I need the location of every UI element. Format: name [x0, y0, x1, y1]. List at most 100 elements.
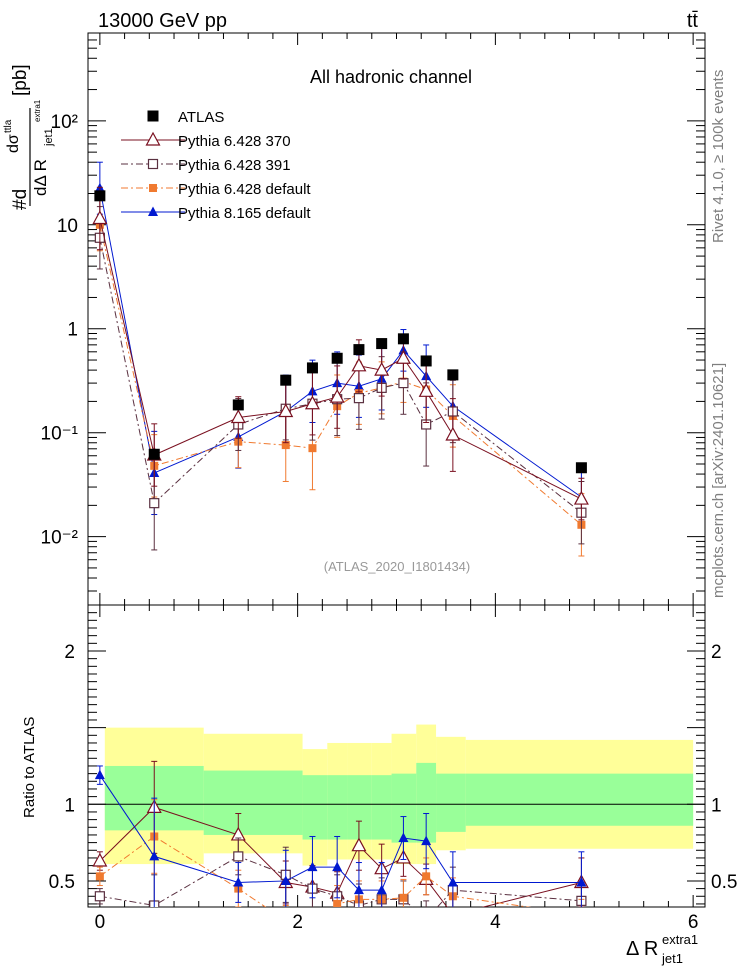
- rivet-label: Rivet 4.1.0, ≥ 100k events: [710, 70, 727, 243]
- y-tick-label: 10⁻¹: [41, 424, 79, 445]
- data-point: [281, 441, 290, 450]
- data-point: [573, 490, 589, 505]
- series-line: [99, 188, 582, 498]
- series-line: [99, 218, 582, 500]
- data-point: [282, 917, 290, 925]
- x-tick-label: 4: [490, 912, 501, 933]
- series-line: [99, 855, 582, 907]
- data-point: [398, 377, 409, 389]
- ratio-y-axis-label: Ratio to ATLAS: [21, 717, 38, 818]
- data-point: [94, 891, 105, 902]
- series-line: [99, 237, 582, 514]
- x-tick-label: 2: [292, 912, 303, 933]
- ratio-y-tick-label-right: 0.5: [711, 872, 737, 893]
- legend-marker: [149, 184, 157, 192]
- svg-text:jet1: jet1: [661, 951, 683, 966]
- svg-text:extra1: extra1: [33, 99, 42, 122]
- svg-text:extra1: extra1: [662, 932, 698, 947]
- legend-marker: [147, 158, 159, 170]
- data-point: [331, 352, 343, 364]
- svg-text:dσ: dσ: [5, 134, 22, 153]
- ratio-series: [92, 760, 589, 936]
- data-point: [149, 850, 160, 861]
- data-point: [148, 448, 160, 460]
- data-point: [94, 769, 105, 780]
- ratio-y-tick-label: 2: [64, 642, 75, 663]
- data-point: [92, 852, 108, 867]
- data-point: [230, 409, 246, 424]
- data-point: [422, 915, 431, 924]
- y-tick-label: 1: [67, 320, 78, 341]
- data-point: [420, 355, 432, 367]
- svg-text:[pb]: [pb]: [10, 64, 31, 96]
- data-point: [452, 906, 454, 907]
- ratio-bands: [88, 724, 705, 866]
- green-band: [465, 773, 694, 826]
- data-point: [395, 350, 411, 364]
- svg-text:dΔ R: dΔ R: [31, 159, 50, 196]
- green-band: [327, 775, 348, 840]
- data-point: [422, 872, 431, 881]
- main-series: [92, 161, 589, 557]
- data-point: [233, 876, 244, 887]
- legend: ATLAS Pythia 6.428 370 Pythia 6.428 391 Pyt…: [121, 109, 311, 222]
- data-point: [374, 361, 390, 376]
- series-line: [99, 224, 582, 526]
- data-point: [329, 388, 345, 403]
- data-point: [149, 498, 160, 509]
- svg-text:ttla: ttla: [3, 119, 14, 133]
- green-band: [436, 773, 466, 832]
- data-point: [94, 190, 106, 202]
- data-point: [421, 835, 432, 846]
- data-point: [447, 876, 458, 887]
- data-point: [232, 399, 244, 411]
- data-point: [575, 462, 587, 474]
- data-point: [577, 911, 585, 919]
- data-point: [233, 851, 244, 862]
- data-point: [351, 357, 367, 372]
- series-pythia-8-165-default: [94, 161, 587, 524]
- series-pythia-8-165-default: [94, 765, 587, 907]
- mcplots-label: mcplots.cern.ch [arXiv:2401.10621]: [710, 363, 727, 598]
- y-tick-label: 10⁻²: [41, 528, 79, 549]
- ratio-y-tick-label: 1: [64, 795, 75, 816]
- y-tick-label: 10²: [51, 112, 78, 133]
- ratio-y-tick-label: 0.5: [49, 872, 75, 893]
- data-point: [280, 875, 291, 885]
- data-point: [353, 393, 365, 404]
- legend-marker: [147, 110, 159, 122]
- series-line: [99, 806, 582, 907]
- analysis-label: (ATLAS_2020_I1801434): [324, 559, 470, 574]
- data-point: [399, 893, 408, 902]
- y-tick-label: 10: [57, 216, 78, 237]
- header-left-label: 13000 GeV pp: [98, 10, 227, 32]
- header-right-label: tt̄: [687, 10, 699, 32]
- data-point: [333, 899, 342, 907]
- chart-title: All hadronic channel: [310, 67, 472, 87]
- data-point: [308, 928, 316, 936]
- series-atlas: [94, 190, 587, 474]
- data-point: [307, 861, 318, 872]
- data-point: [398, 832, 409, 843]
- x-axis-label: Δ R extra1 jet1: [626, 932, 698, 966]
- svg-text:#d: #d: [10, 189, 31, 210]
- series-line: [99, 774, 582, 891]
- data-point: [351, 837, 367, 852]
- series-pythia-6-428-391: [94, 206, 587, 551]
- data-point: [332, 861, 343, 872]
- data-point: [92, 210, 108, 225]
- x-tick-label: 0: [95, 912, 106, 933]
- x-tick-label: 6: [688, 912, 699, 933]
- data-point: [445, 426, 461, 441]
- ratio-y-tick-label-right: 1: [711, 795, 722, 816]
- data-point: [576, 876, 587, 887]
- legend-label: Pythia 6.428 391: [178, 157, 291, 174]
- legend-label: Pythia 6.428 370: [178, 133, 291, 150]
- legend-marker: [145, 131, 161, 146]
- data-point: [353, 884, 364, 895]
- green-band: [302, 775, 328, 840]
- data-point: [418, 383, 434, 397]
- data-point: [280, 374, 292, 386]
- legend-label: Pythia 6.428 default: [178, 181, 311, 198]
- svg-text:Δ R: Δ R: [626, 938, 658, 960]
